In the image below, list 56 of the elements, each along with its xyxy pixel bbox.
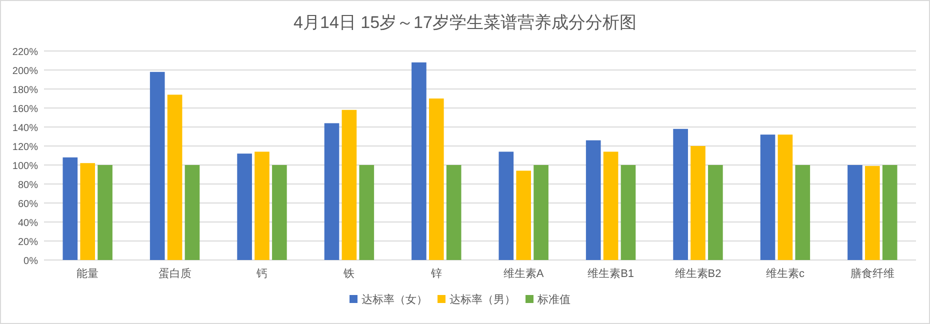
- legend-label: 标准值: [536, 293, 570, 306]
- x-tick-label: 能量: [76, 267, 99, 280]
- bar: [184, 165, 200, 260]
- bar: [446, 165, 462, 260]
- y-tick-label: 80%: [18, 180, 38, 191]
- bar: [254, 152, 270, 260]
- x-tick-label: 维生素c: [766, 267, 805, 280]
- y-tick-label: 120%: [12, 142, 38, 153]
- bar: [690, 146, 706, 260]
- bar: [882, 165, 898, 260]
- y-tick-label: 60%: [18, 199, 38, 210]
- x-tick-label: 锌: [430, 267, 442, 280]
- bar: [237, 154, 252, 260]
- bar: [673, 128, 688, 260]
- bar: [272, 165, 287, 260]
- x-tick-label: 维生素B2: [674, 267, 722, 280]
- x-tick-label: 维生素B1: [588, 267, 634, 280]
- bar: [342, 110, 357, 260]
- bar: [620, 165, 636, 260]
- x-tick-label: 钙: [256, 268, 268, 280]
- bar: [150, 72, 165, 260]
- x-tick-label: 铁: [342, 268, 355, 280]
- bar: [586, 140, 601, 260]
- y-tick-label: 220%: [12, 47, 38, 58]
- bar: [760, 134, 776, 260]
- legend-label: 达标率（女）: [362, 293, 428, 306]
- x-tick-label: 维生素A: [503, 267, 544, 280]
- y-tick-label: 180%: [12, 85, 38, 96]
- bar: [603, 152, 618, 260]
- y-tick-label: 140%: [12, 123, 38, 134]
- x-tick-label: 膳食纤维: [850, 267, 894, 280]
- bar: [167, 94, 182, 260]
- y-tick-label: 200%: [12, 66, 38, 77]
- bar: [848, 165, 862, 260]
- x-tick-label: 蛋白质: [158, 267, 192, 280]
- bar: [708, 165, 723, 260]
- y-tick-label: 0%: [24, 256, 38, 267]
- bar: [534, 165, 548, 260]
- bar: [324, 123, 340, 260]
- bar: [62, 157, 78, 260]
- y-tick-label: 20%: [18, 237, 38, 248]
- bar: [498, 152, 514, 260]
- bar: [98, 165, 112, 260]
- bar: [412, 62, 426, 260]
- bar: [516, 170, 532, 260]
- bar: [864, 166, 880, 260]
- legend-label: 达标率（男）: [450, 293, 516, 306]
- bar: [80, 163, 96, 260]
- y-tick-label: 40%: [18, 218, 38, 229]
- bar: [359, 165, 374, 260]
- y-tick-label: 100%: [12, 161, 38, 172]
- bar: [778, 134, 793, 260]
- chart-title: 4月14日 15岁～17岁学生菜谱营养成分分析图: [294, 13, 636, 32]
- y-tick-label: 160%: [12, 104, 38, 115]
- bar: [795, 165, 810, 260]
- bar: [428, 98, 444, 260]
